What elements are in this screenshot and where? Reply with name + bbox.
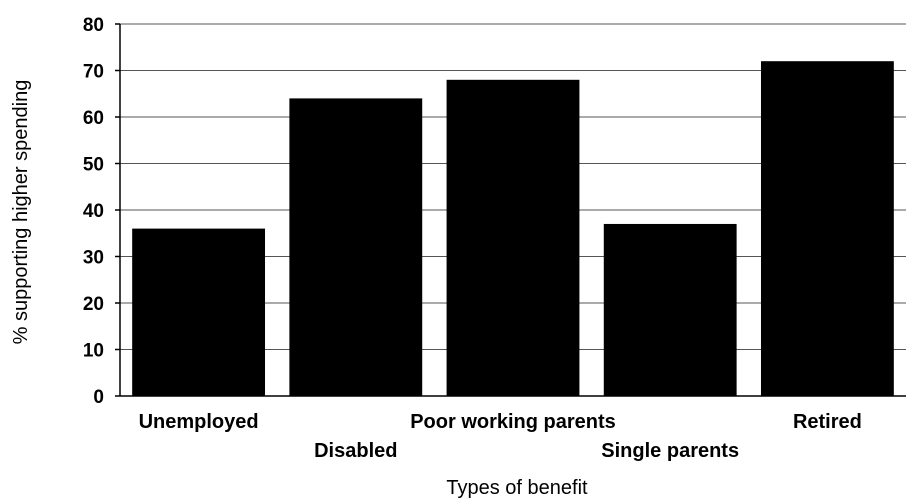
bar-unemployed bbox=[132, 228, 266, 396]
axes bbox=[115, 23, 906, 397]
y-tick-label: 20 bbox=[83, 294, 104, 315]
y-tick-labels: 0 10 20 30 40 50 60 70 80 bbox=[83, 15, 104, 408]
x-tick-label: Retired bbox=[793, 411, 862, 433]
x-tick-label: Poor working parents bbox=[410, 411, 616, 433]
bar-single-parents bbox=[603, 223, 737, 396]
bars bbox=[132, 61, 894, 397]
y-tick-label: 0 bbox=[93, 387, 104, 408]
bar-poor-working-parents bbox=[446, 79, 580, 397]
bar-disabled bbox=[289, 98, 423, 397]
x-tick-label: Single parents bbox=[601, 440, 739, 462]
x-axis-title: Types of benefit bbox=[446, 477, 588, 499]
y-axis-title: % supporting higher spending bbox=[10, 80, 32, 345]
x-tick-labels: Unemployed Disabled Poor working parents Si… bbox=[139, 411, 862, 462]
x-tick-label: Unemployed bbox=[139, 411, 259, 433]
bar-retired bbox=[760, 61, 894, 396]
y-tick-label: 40 bbox=[83, 201, 104, 222]
y-tick-label: 50 bbox=[83, 155, 104, 176]
y-tick-label: 70 bbox=[83, 62, 104, 83]
y-tick-label: 10 bbox=[83, 341, 104, 362]
y-tick-label: 80 bbox=[83, 15, 104, 36]
x-tick-label: Disabled bbox=[314, 440, 397, 462]
y-tick-label: 30 bbox=[83, 248, 104, 269]
y-tick-label: 60 bbox=[83, 108, 104, 129]
